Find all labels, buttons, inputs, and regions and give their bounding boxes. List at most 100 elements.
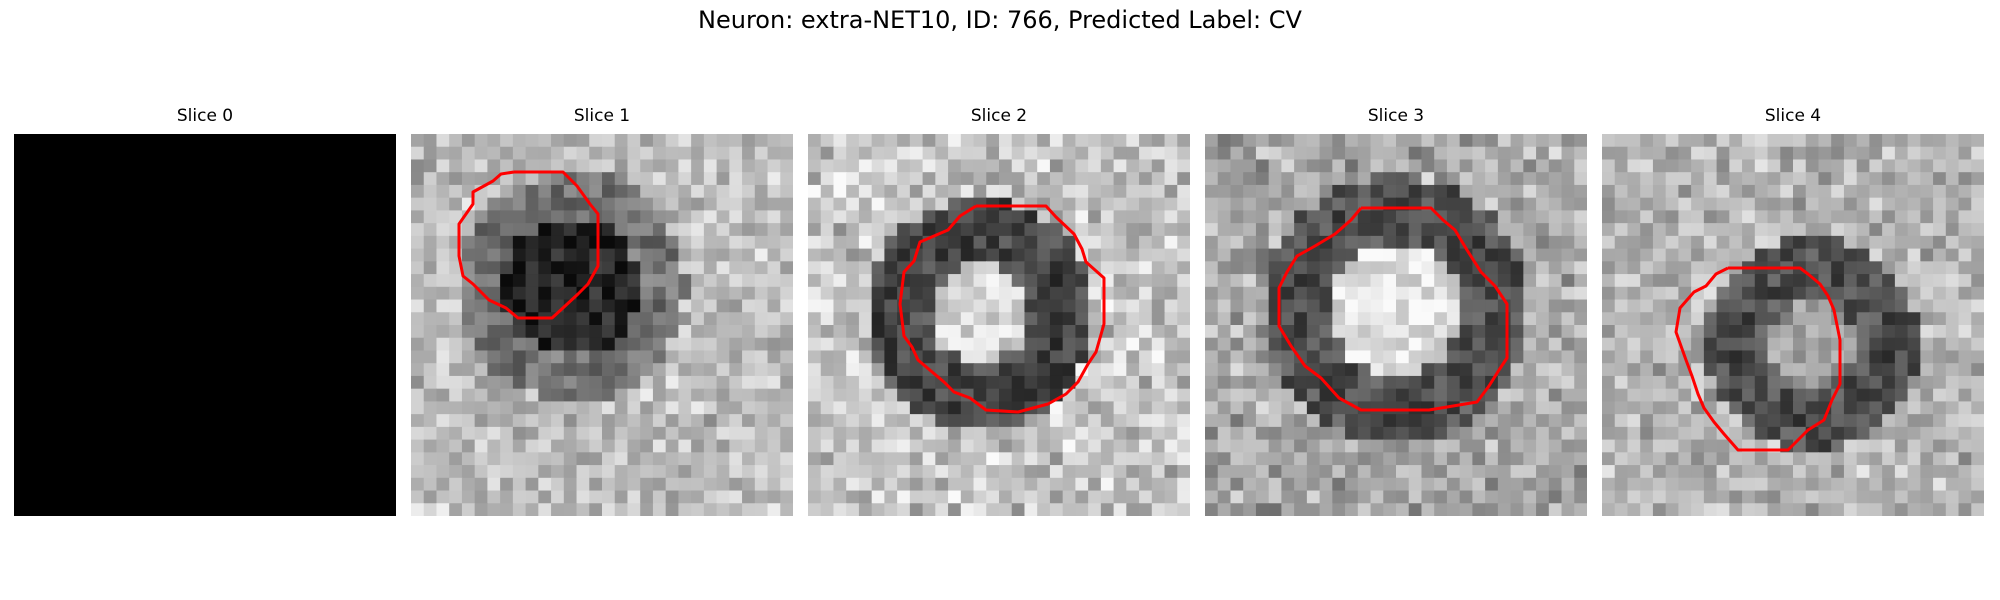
image-pixel [436, 401, 450, 415]
image-pixel [1703, 210, 1718, 224]
image-pixel [1164, 503, 1178, 516]
image-pixel [1294, 477, 1308, 492]
image-pixel [1255, 146, 1270, 161]
image-pixel [487, 363, 501, 377]
image-pixel [678, 146, 692, 161]
image-pixel [1332, 477, 1346, 492]
image-pixel [589, 490, 603, 504]
image-pixel [1434, 299, 1448, 313]
image-pixel [1332, 248, 1346, 262]
image-pixel [1856, 172, 1870, 186]
image-pixel [1446, 325, 1461, 339]
image-pixel [1243, 439, 1257, 453]
image-pixel [1729, 286, 1743, 301]
image-pixel [1396, 414, 1410, 428]
image-pixel [602, 146, 616, 161]
image-pixel [1703, 439, 1718, 453]
image-pixel [1856, 350, 1870, 364]
image-pixel [627, 439, 641, 453]
image-pixel [1049, 235, 1064, 250]
image-pixel [742, 452, 756, 466]
image-pixel [1126, 159, 1140, 173]
image-pixel [1217, 337, 1232, 352]
image-pixel [808, 465, 822, 479]
image-pixel [1652, 452, 1667, 466]
image-pixel [1383, 299, 1397, 313]
image-pixel [1075, 274, 1089, 288]
image-pixel [1523, 184, 1537, 199]
image-pixel [1869, 184, 1883, 199]
image-pixel [461, 337, 476, 352]
image-pixel [1485, 337, 1499, 352]
image-pixel [1408, 503, 1423, 516]
image-pixel [754, 172, 769, 186]
image-pixel [1742, 172, 1756, 186]
image-pixel [1306, 312, 1321, 326]
image-pixel [1907, 274, 1921, 288]
image-pixel [858, 159, 873, 173]
image-pixel [1780, 503, 1794, 516]
image-pixel [1627, 439, 1641, 453]
image-pixel [1421, 426, 1435, 441]
image-pixel [871, 426, 885, 441]
image-pixel [1510, 439, 1524, 453]
image-pixel [1652, 363, 1667, 377]
image-pixel [1332, 452, 1346, 466]
image-pixel [1691, 235, 1705, 250]
image-pixel [1536, 159, 1550, 173]
image-pixel [1177, 363, 1190, 377]
image-pixel [1294, 312, 1308, 326]
image-pixel [1421, 388, 1435, 402]
image-pixel [1920, 235, 1934, 250]
image-pixel [871, 172, 885, 186]
image-pixel [1294, 299, 1308, 313]
image-pixel [1780, 363, 1794, 377]
image-pixel [846, 414, 860, 428]
image-pixel [1805, 363, 1820, 377]
image-pixel [576, 223, 590, 237]
image-pixel [1345, 235, 1359, 250]
image-pixel [935, 197, 949, 211]
image-pixel [833, 210, 847, 224]
image-pixel [1485, 299, 1499, 313]
image-pixel [1678, 477, 1692, 492]
image-pixel [1856, 159, 1870, 173]
image-pixel [846, 210, 860, 224]
image-pixel [576, 426, 590, 441]
image-pixel [1945, 210, 1960, 224]
image-pixel [411, 452, 425, 466]
image-pixel [1100, 465, 1115, 479]
image-pixel [1523, 477, 1537, 492]
image-pixel [551, 439, 565, 453]
image-pixel [858, 363, 873, 377]
image-pixel [1011, 146, 1026, 161]
image-pixel [602, 286, 616, 301]
image-pixel [846, 261, 860, 275]
image-pixel [1037, 312, 1051, 326]
image-pixel [1421, 325, 1435, 339]
image-pixel [1255, 235, 1270, 250]
image-pixel [1205, 363, 1219, 377]
image-pixel [1665, 375, 1679, 390]
image-pixel [858, 312, 873, 326]
image-pixel [1205, 375, 1219, 390]
image-pixel [1319, 490, 1333, 504]
image-pixel [449, 337, 463, 352]
image-pixel [986, 159, 1000, 173]
image-pixel [1754, 414, 1769, 428]
image-pixel [935, 261, 949, 275]
image-pixel [999, 388, 1013, 402]
image-pixel [1703, 312, 1718, 326]
image-pixel [1614, 184, 1629, 199]
image-pixel [1037, 184, 1051, 199]
image-pixel [1408, 146, 1423, 161]
image-pixel [1561, 452, 1575, 466]
image-pixel [1703, 146, 1718, 161]
image-pixel [461, 426, 476, 441]
image-pixel [1640, 325, 1654, 339]
image-pixel [1177, 312, 1190, 326]
image-pixel [1958, 426, 1972, 441]
image-pixel [1126, 261, 1140, 275]
image-pixel [538, 477, 552, 492]
image-pixel [563, 401, 578, 415]
